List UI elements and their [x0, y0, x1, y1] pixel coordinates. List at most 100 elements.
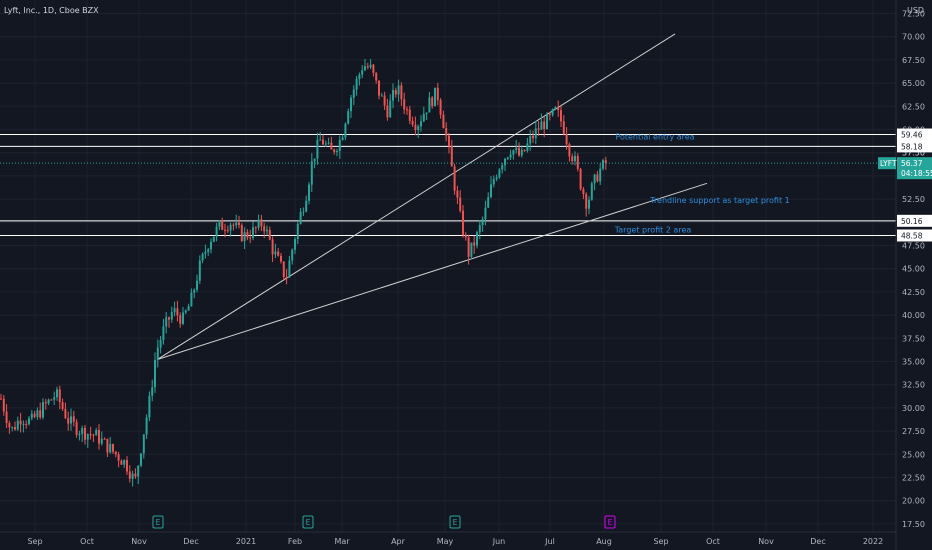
candle-body — [341, 137, 344, 140]
earnings-box[interactable] — [604, 515, 616, 529]
price-level-tag — [897, 214, 932, 227]
earnings-marker[interactable]: E — [604, 515, 616, 529]
trendlines[interactable] — [156, 33, 708, 361]
grid-lines — [0, 0, 896, 532]
earnings-box[interactable] — [302, 515, 314, 529]
candle-body — [324, 143, 327, 145]
candle-body — [232, 224, 235, 226]
candle-body — [240, 224, 243, 241]
candle-body — [602, 160, 604, 169]
earnings-marker[interactable]: E — [152, 515, 164, 529]
price-level-tag — [897, 140, 932, 153]
candle-body — [210, 241, 212, 250]
candle-body — [543, 121, 546, 130]
candle-body — [330, 142, 333, 150]
candle-body — [464, 235, 467, 238]
candle-body — [131, 473, 134, 479]
price-axis[interactable]: 72.5070.0067.5065.0062.5060.0057.5055.00… — [902, 10, 925, 529]
candle-body — [319, 139, 322, 141]
candle-body — [294, 239, 296, 250]
candle-body — [378, 80, 380, 96]
earnings-marker[interactable]: E — [449, 515, 461, 529]
candle-body — [64, 408, 67, 419]
candle-body — [389, 100, 392, 118]
symbol-tag — [878, 157, 896, 170]
candle-body — [532, 135, 534, 139]
candle-body — [462, 210, 464, 236]
candle-body — [296, 223, 299, 240]
earnings-marker[interactable]: E — [302, 515, 314, 529]
candle-body — [582, 189, 585, 195]
candle-body — [120, 460, 123, 465]
candle-body — [518, 147, 520, 156]
candle-body — [252, 227, 254, 238]
candle-body — [397, 85, 400, 95]
candle-body — [322, 139, 324, 145]
candle-body — [495, 177, 498, 180]
candle-body — [221, 220, 224, 230]
candle-body — [112, 444, 114, 452]
candle-body — [358, 74, 361, 79]
time-tick-label: Sep — [27, 537, 42, 546]
candle-body — [14, 427, 16, 430]
candle-body — [501, 165, 504, 170]
last-price-value: 56.37 — [901, 159, 923, 168]
candle-body — [196, 280, 198, 290]
candle-body — [403, 99, 406, 110]
candle-body — [198, 260, 201, 281]
candle-body — [506, 157, 509, 159]
candle-body — [386, 105, 389, 118]
candle-body — [406, 109, 408, 111]
time-tick-label: 2021 — [236, 537, 256, 546]
candle-body — [33, 413, 36, 417]
trendline[interactable] — [156, 33, 676, 361]
candle-body — [285, 277, 288, 279]
candle-body — [207, 249, 210, 253]
candle-body — [193, 289, 196, 293]
candle-body — [61, 402, 64, 409]
price-tick-label: 37.50 — [902, 334, 925, 343]
candle-body — [184, 310, 187, 313]
price-level-lines[interactable] — [0, 134, 896, 236]
candle-body — [282, 261, 285, 278]
candle-body — [442, 114, 445, 129]
candle-body — [347, 111, 350, 124]
time-tick-label: Aug — [596, 537, 612, 546]
candle-body — [126, 460, 128, 472]
candle-body — [5, 411, 8, 424]
candle-body — [420, 121, 422, 127]
candle-body — [229, 224, 232, 231]
time-axis[interactable]: Sep Oct Nov Dec 2021 Feb Mar Apr May Jun Jul Aug Sep… — [27, 537, 883, 546]
candle-body — [162, 326, 165, 341]
earnings-box[interactable] — [449, 515, 461, 529]
trendline[interactable] — [156, 182, 708, 361]
time-tick-label: Sep — [653, 537, 668, 546]
time-tick-label: Oct — [80, 537, 94, 546]
candle-body — [67, 418, 70, 424]
price-tick-label: 72.50 — [902, 10, 925, 19]
candle-body — [263, 226, 266, 232]
candle-body — [78, 434, 81, 436]
candle-body — [114, 451, 117, 455]
candle-body — [288, 260, 291, 278]
candle-body — [299, 212, 302, 224]
candle-body — [366, 66, 369, 68]
candle-body — [274, 251, 277, 255]
candle-body — [204, 252, 207, 254]
candle-body — [439, 100, 442, 115]
candle-body — [123, 460, 126, 465]
candle-body — [344, 123, 347, 138]
candle-body — [408, 109, 411, 121]
candle-body — [364, 66, 366, 71]
candle-body — [86, 434, 89, 440]
candle-body — [44, 402, 47, 404]
earnings-box[interactable] — [152, 515, 164, 529]
candle-body — [179, 315, 182, 324]
candle-body — [414, 124, 417, 131]
candle-body — [100, 438, 103, 444]
candle-body — [266, 229, 268, 232]
candle-body — [224, 229, 226, 231]
candle-body — [487, 197, 490, 208]
